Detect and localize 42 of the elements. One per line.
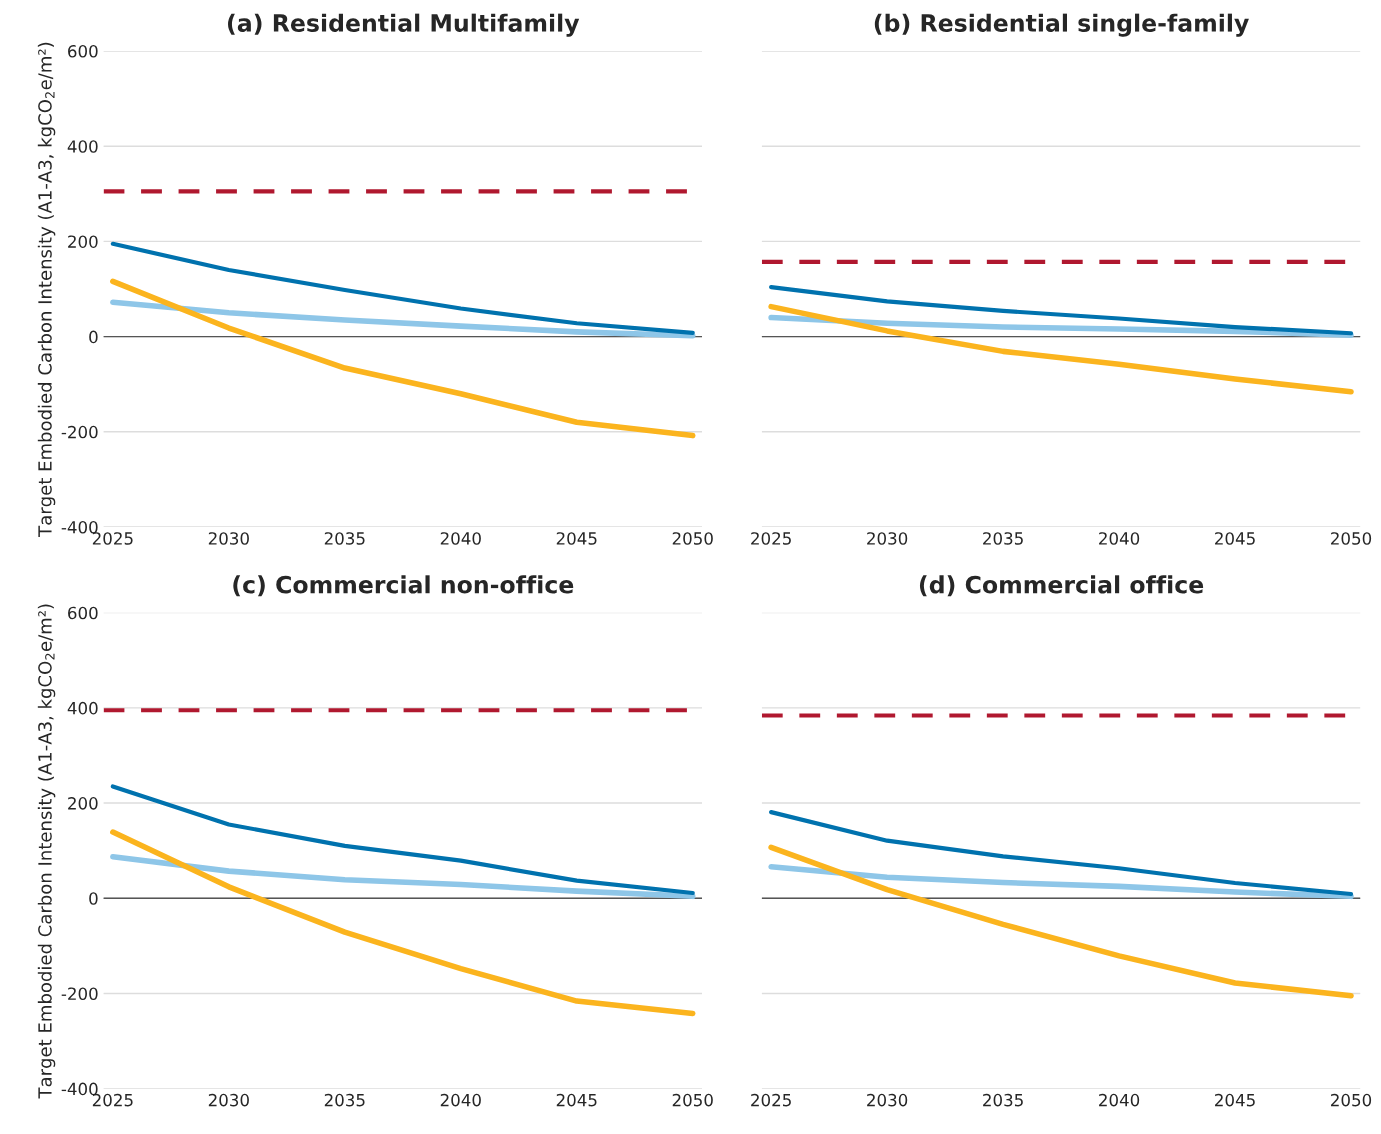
x-tick-label: 2045: [1215, 1093, 1255, 1107]
y-tick-label: -200: [61, 425, 98, 439]
x-tick-label: 2025: [751, 1093, 791, 1107]
y-tick-label: 200: [68, 797, 98, 810]
y-axis-title: Target Embodied Carbon Intensity (A1-A3, kgCO$_{2}$e/m²): [37, 42, 56, 537]
line-series: [110, 241, 695, 335]
x-tick-label: 2045: [556, 1093, 597, 1107]
line-series: [110, 784, 695, 896]
chart-title: (d) Commercial office: [919, 575, 1204, 597]
y-tick-label: 600: [68, 606, 98, 620]
y-tick-label: 400: [67, 701, 98, 715]
x-tick-label: 2040: [1099, 1093, 1140, 1107]
x-tick-label: 2050: [1331, 1093, 1372, 1107]
chart-title: (c) Commercial non-office: [233, 575, 574, 597]
x-tick-label: 2040: [1099, 532, 1140, 545]
x-tick-label: 2050: [672, 532, 713, 545]
x-tick-label: 2035: [983, 1093, 1023, 1107]
x-tick-label: 2025: [92, 532, 133, 545]
y-tick-label: 0: [89, 330, 98, 344]
y-tick-label: 200: [68, 235, 98, 248]
x-tick-label: 2035: [983, 532, 1023, 545]
x-tick-label: 2050: [1331, 532, 1372, 545]
x-tick-label: 2045: [1215, 532, 1255, 545]
y-tick-label: -200: [61, 987, 98, 1001]
x-tick-label: 2040: [440, 532, 481, 545]
x-tick-label: 2030: [867, 532, 908, 545]
x-tick-label: 2030: [208, 1093, 249, 1107]
y-tick-label: 400: [67, 140, 98, 153]
x-tick-label: 2030: [867, 1093, 908, 1107]
x-tick-label: 2030: [208, 532, 249, 545]
chart-title: (b) Residential single-family: [874, 13, 1249, 37]
y-tick-label: 0: [89, 892, 98, 905]
x-tick-label: 2045: [556, 532, 597, 545]
x-tick-label: 2035: [324, 532, 365, 545]
y-tick-label: -400: [61, 520, 98, 534]
x-tick-label: 2025: [751, 532, 791, 545]
x-tick-label: 2040: [440, 1093, 481, 1107]
x-tick-label: 2035: [324, 1093, 365, 1107]
y-tick-label: 600: [68, 44, 98, 58]
y-axis-title: Target Embodied Carbon Intensity (A1-A3, kgCO$_{2}$e/m²): [37, 604, 56, 1099]
x-tick-label: 2050: [672, 1093, 713, 1107]
chart-title: (a) Residential Multifamily: [228, 13, 580, 37]
